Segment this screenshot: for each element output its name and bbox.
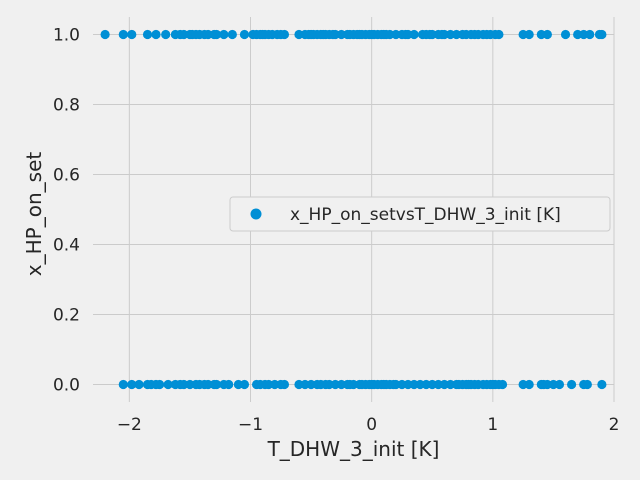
data-point [279,379,290,390]
data-point [524,379,534,390]
data-point [211,29,222,40]
data-point [494,29,504,40]
data-point [142,29,153,40]
data-point [118,379,128,390]
data-point [524,29,534,40]
y-tick-label: 0.6 [53,166,80,186]
data-point [100,29,110,40]
y-axis-label: x_HP_on_set [22,152,46,277]
y-tick-label: 0.4 [53,236,80,256]
data-point [560,29,571,40]
data-point [542,29,552,40]
x-tick-label: 0 [366,415,377,435]
y-tick-label: 1.0 [53,26,80,46]
x-tick-label: 2 [609,415,620,435]
y-tick-label: 0.2 [53,306,80,326]
data-point [224,379,234,390]
data-point [163,379,173,390]
data-point [597,379,607,390]
data-point [134,379,144,390]
data-point [279,29,290,40]
data-point [127,379,137,390]
x-axis-label: T_DHW_3_init [K] [267,437,440,461]
legend: x_HP_on_setvsT_DHW_3_init [K] [229,196,611,232]
x-tick-label: −1 [238,415,263,435]
data-point [227,29,237,40]
data-point [409,29,419,40]
data-point [554,379,565,390]
data-point [155,379,165,390]
data-point [566,379,577,390]
y-tick-labels: 0.0 0.2 0.4 0.6 0.8 1.0 [53,26,80,396]
legend-marker [250,208,262,220]
legend-label: x_HP_on_setvsT_DHW_3_init [K] [290,205,561,225]
data-point [161,29,171,40]
data-point [239,379,250,390]
data-point [582,379,592,390]
data-point [151,29,161,40]
x-tick-label: −2 [117,415,142,435]
y-tick-label: 0.8 [53,96,80,116]
data-point [219,29,229,40]
data-point [585,29,595,40]
y-tick-label: 0.0 [53,376,80,396]
data-point [118,29,128,40]
data-point [127,29,137,40]
x-tick-labels: −2 −1 0 1 2 [117,415,620,435]
data-points [100,29,607,390]
data-point [211,379,222,390]
data-point [597,29,607,40]
legend-box [229,196,611,232]
data-point [497,379,508,390]
data-point [239,29,250,40]
x-tick-label: 1 [487,415,498,435]
